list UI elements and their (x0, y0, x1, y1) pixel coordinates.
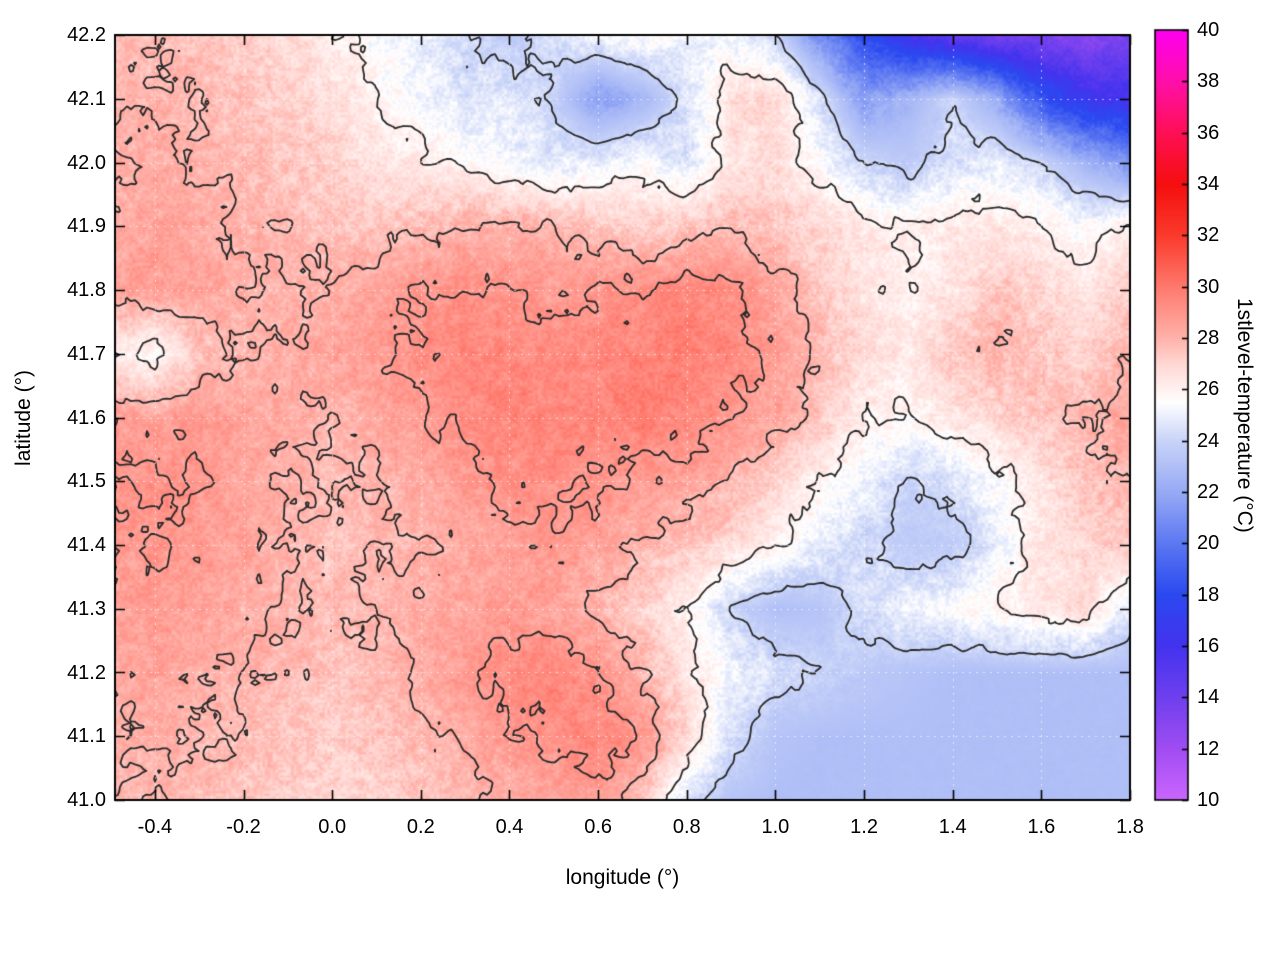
colorbar-tick-label: 14 (1197, 686, 1220, 709)
x-tick-label: 1.0 (761, 816, 790, 838)
y-axis-label: latitude (°) (12, 35, 36, 800)
colorbar-tick-label: 22 (1197, 481, 1220, 503)
x-tick-label: 0.4 (495, 816, 524, 838)
y-axis-label-text: latitude (°) (12, 369, 35, 466)
y-tick-label: 41.1 (67, 725, 106, 748)
y-tick-label: 42.0 (67, 151, 106, 174)
y-tick-label: 41.7 (67, 342, 106, 365)
y-tick-label: 42.2 (67, 24, 106, 46)
x-tick-label: -0.4 (137, 816, 173, 838)
y-tick-label: 41.6 (67, 406, 106, 429)
x-tick-label: 1.8 (1116, 816, 1144, 838)
y-tick-label: 41.9 (67, 215, 106, 238)
y-tick-label: 42.1 (67, 87, 106, 110)
colorbar-tick-label: 24 (1197, 429, 1220, 452)
y-tick-label: 41.8 (67, 279, 106, 301)
x-tick-label: 1.4 (938, 816, 967, 838)
x-tick-label: 0.0 (318, 816, 347, 838)
colorbar-tick-label: 12 (1197, 737, 1220, 760)
x-tick-label: 0.6 (584, 816, 613, 838)
x-tick-label: 1.6 (1027, 816, 1056, 838)
colorbar-tick-label: 10 (1197, 789, 1220, 811)
colorbar-tick-label: 38 (1197, 70, 1220, 93)
colorbar-tick-label: 34 (1197, 173, 1220, 195)
colorbar-tick-label: 18 (1197, 583, 1220, 606)
colorbar-label: 1stlevel-temperature (°C) (1232, 30, 1256, 800)
colorbar-tick-label: 30 (1197, 275, 1220, 298)
x-tick-label: -0.2 (226, 816, 261, 838)
colorbar-tick-label: 32 (1197, 224, 1220, 247)
x-tick-label: 0.8 (672, 816, 701, 838)
y-tick-label: 41.5 (67, 470, 106, 493)
y-tick-label: 41.3 (67, 597, 106, 620)
colorbar-tick-label: 36 (1197, 121, 1220, 144)
x-axis-label-text: longitude (°) (565, 866, 680, 889)
colorbar-tick-label: 16 (1197, 635, 1220, 657)
colorbar-tick-label: 20 (1197, 532, 1220, 555)
colorbar-tick-label: 28 (1197, 327, 1220, 349)
y-tick-label: 41.0 (67, 789, 106, 811)
y-tick-label: 41.4 (67, 534, 106, 556)
colorbar-tick-label: 26 (1197, 378, 1220, 401)
y-tick-label: 41.2 (67, 661, 106, 684)
colorbar-tick-label: 40 (1197, 19, 1220, 41)
x-tick-label: 1.2 (850, 816, 878, 838)
colorbar-label-text: 1stlevel-temperature (°C) (1233, 297, 1256, 533)
x-axis-label: longitude (°) (115, 866, 1130, 890)
x-tick-label: 0.2 (406, 816, 435, 838)
